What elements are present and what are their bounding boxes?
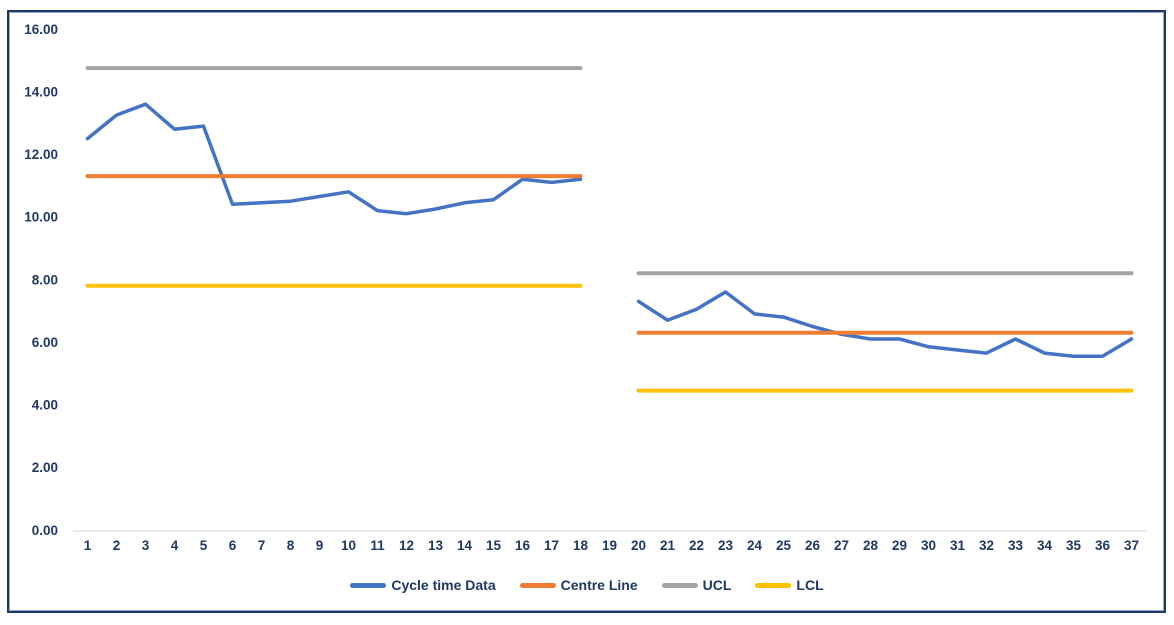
legend-item-label: Centre Line xyxy=(560,577,638,593)
x-axis-tick-label: 5 xyxy=(200,538,208,553)
legend-swatch xyxy=(350,582,387,588)
x-axis-tick-label: 17 xyxy=(544,538,559,553)
legend-item: LCL xyxy=(755,577,824,593)
x-axis-tick-label: 36 xyxy=(1095,538,1111,553)
x-axis-tick-label: 31 xyxy=(950,538,966,553)
x-axis-tick-label: 14 xyxy=(457,538,473,553)
x-axis-tick-label: 21 xyxy=(660,538,676,553)
x-axis-tick-label: 16 xyxy=(515,538,531,553)
legend-item-label: Cycle time Data xyxy=(391,577,496,593)
x-axis-tick-label: 26 xyxy=(805,538,821,553)
legend-swatch xyxy=(755,582,792,588)
x-axis-tick-label: 35 xyxy=(1066,538,1082,553)
y-axis-tick-label: 10.00 xyxy=(24,210,58,225)
x-axis-tick-label: 22 xyxy=(689,538,704,553)
x-axis-tick-label: 34 xyxy=(1037,538,1053,553)
chart-frame xyxy=(7,10,1166,613)
y-axis-tick-label: 12.00 xyxy=(24,147,58,162)
x-axis-tick-label: 18 xyxy=(573,538,589,553)
x-axis-tick-label: 25 xyxy=(776,538,792,553)
x-axis-tick-label: 29 xyxy=(892,538,907,553)
x-axis-tick-label: 13 xyxy=(428,538,444,553)
legend-item-label: UCL xyxy=(702,577,732,593)
x-axis-tick-label: 11 xyxy=(370,538,385,553)
x-axis-tick-label: 2 xyxy=(113,538,121,553)
y-axis-tick-label: 0.00 xyxy=(32,523,58,538)
x-axis-tick-label: 30 xyxy=(921,538,936,553)
legend-item-label: LCL xyxy=(796,577,824,593)
legend-swatch xyxy=(661,582,698,588)
x-axis-tick-label: 7 xyxy=(258,538,266,553)
x-axis-tick-label: 19 xyxy=(602,538,617,553)
y-axis-tick-label: 16.00 xyxy=(24,22,58,37)
x-axis-tick-label: 37 xyxy=(1124,538,1139,553)
y-axis-tick-label: 8.00 xyxy=(32,272,58,287)
y-axis-tick-label: 4.00 xyxy=(32,398,58,413)
legend-swatch xyxy=(519,582,556,588)
x-axis-tick-label: 28 xyxy=(863,538,879,553)
chart-legend: Cycle time Data Centre Line UCL LCL xyxy=(0,577,1174,593)
x-axis-tick-label: 4 xyxy=(171,538,179,553)
x-axis-tick-label: 10 xyxy=(341,538,356,553)
y-axis-tick-label: 2.00 xyxy=(32,460,58,475)
legend-item: UCL xyxy=(661,577,732,593)
x-axis-tick-label: 24 xyxy=(747,538,763,553)
series-cycle-time-data-line xyxy=(85,102,583,216)
x-axis-tick-label: 8 xyxy=(287,538,295,553)
y-axis-tick-label: 14.00 xyxy=(24,84,58,99)
x-axis-tick-label: 15 xyxy=(486,538,502,553)
x-axis-tick-label: 9 xyxy=(316,538,324,553)
x-axis-tick-label: 12 xyxy=(399,538,414,553)
x-axis-tick-label: 27 xyxy=(834,538,849,553)
y-axis-tick-label: 6.00 xyxy=(32,335,58,350)
x-axis-tick-label: 32 xyxy=(979,538,994,553)
x-axis-tick-label: 20 xyxy=(631,538,646,553)
x-axis-tick-label: 33 xyxy=(1008,538,1024,553)
legend-item: Cycle time Data xyxy=(350,577,496,593)
x-axis-tick-label: 3 xyxy=(142,538,150,553)
x-axis-tick-label: 6 xyxy=(229,538,237,553)
legend-item: Centre Line xyxy=(519,577,638,593)
series-cycle-time-data-line xyxy=(636,290,1134,358)
x-axis-tick-label: 1 xyxy=(84,538,92,553)
x-axis-tick-label: 23 xyxy=(718,538,734,553)
